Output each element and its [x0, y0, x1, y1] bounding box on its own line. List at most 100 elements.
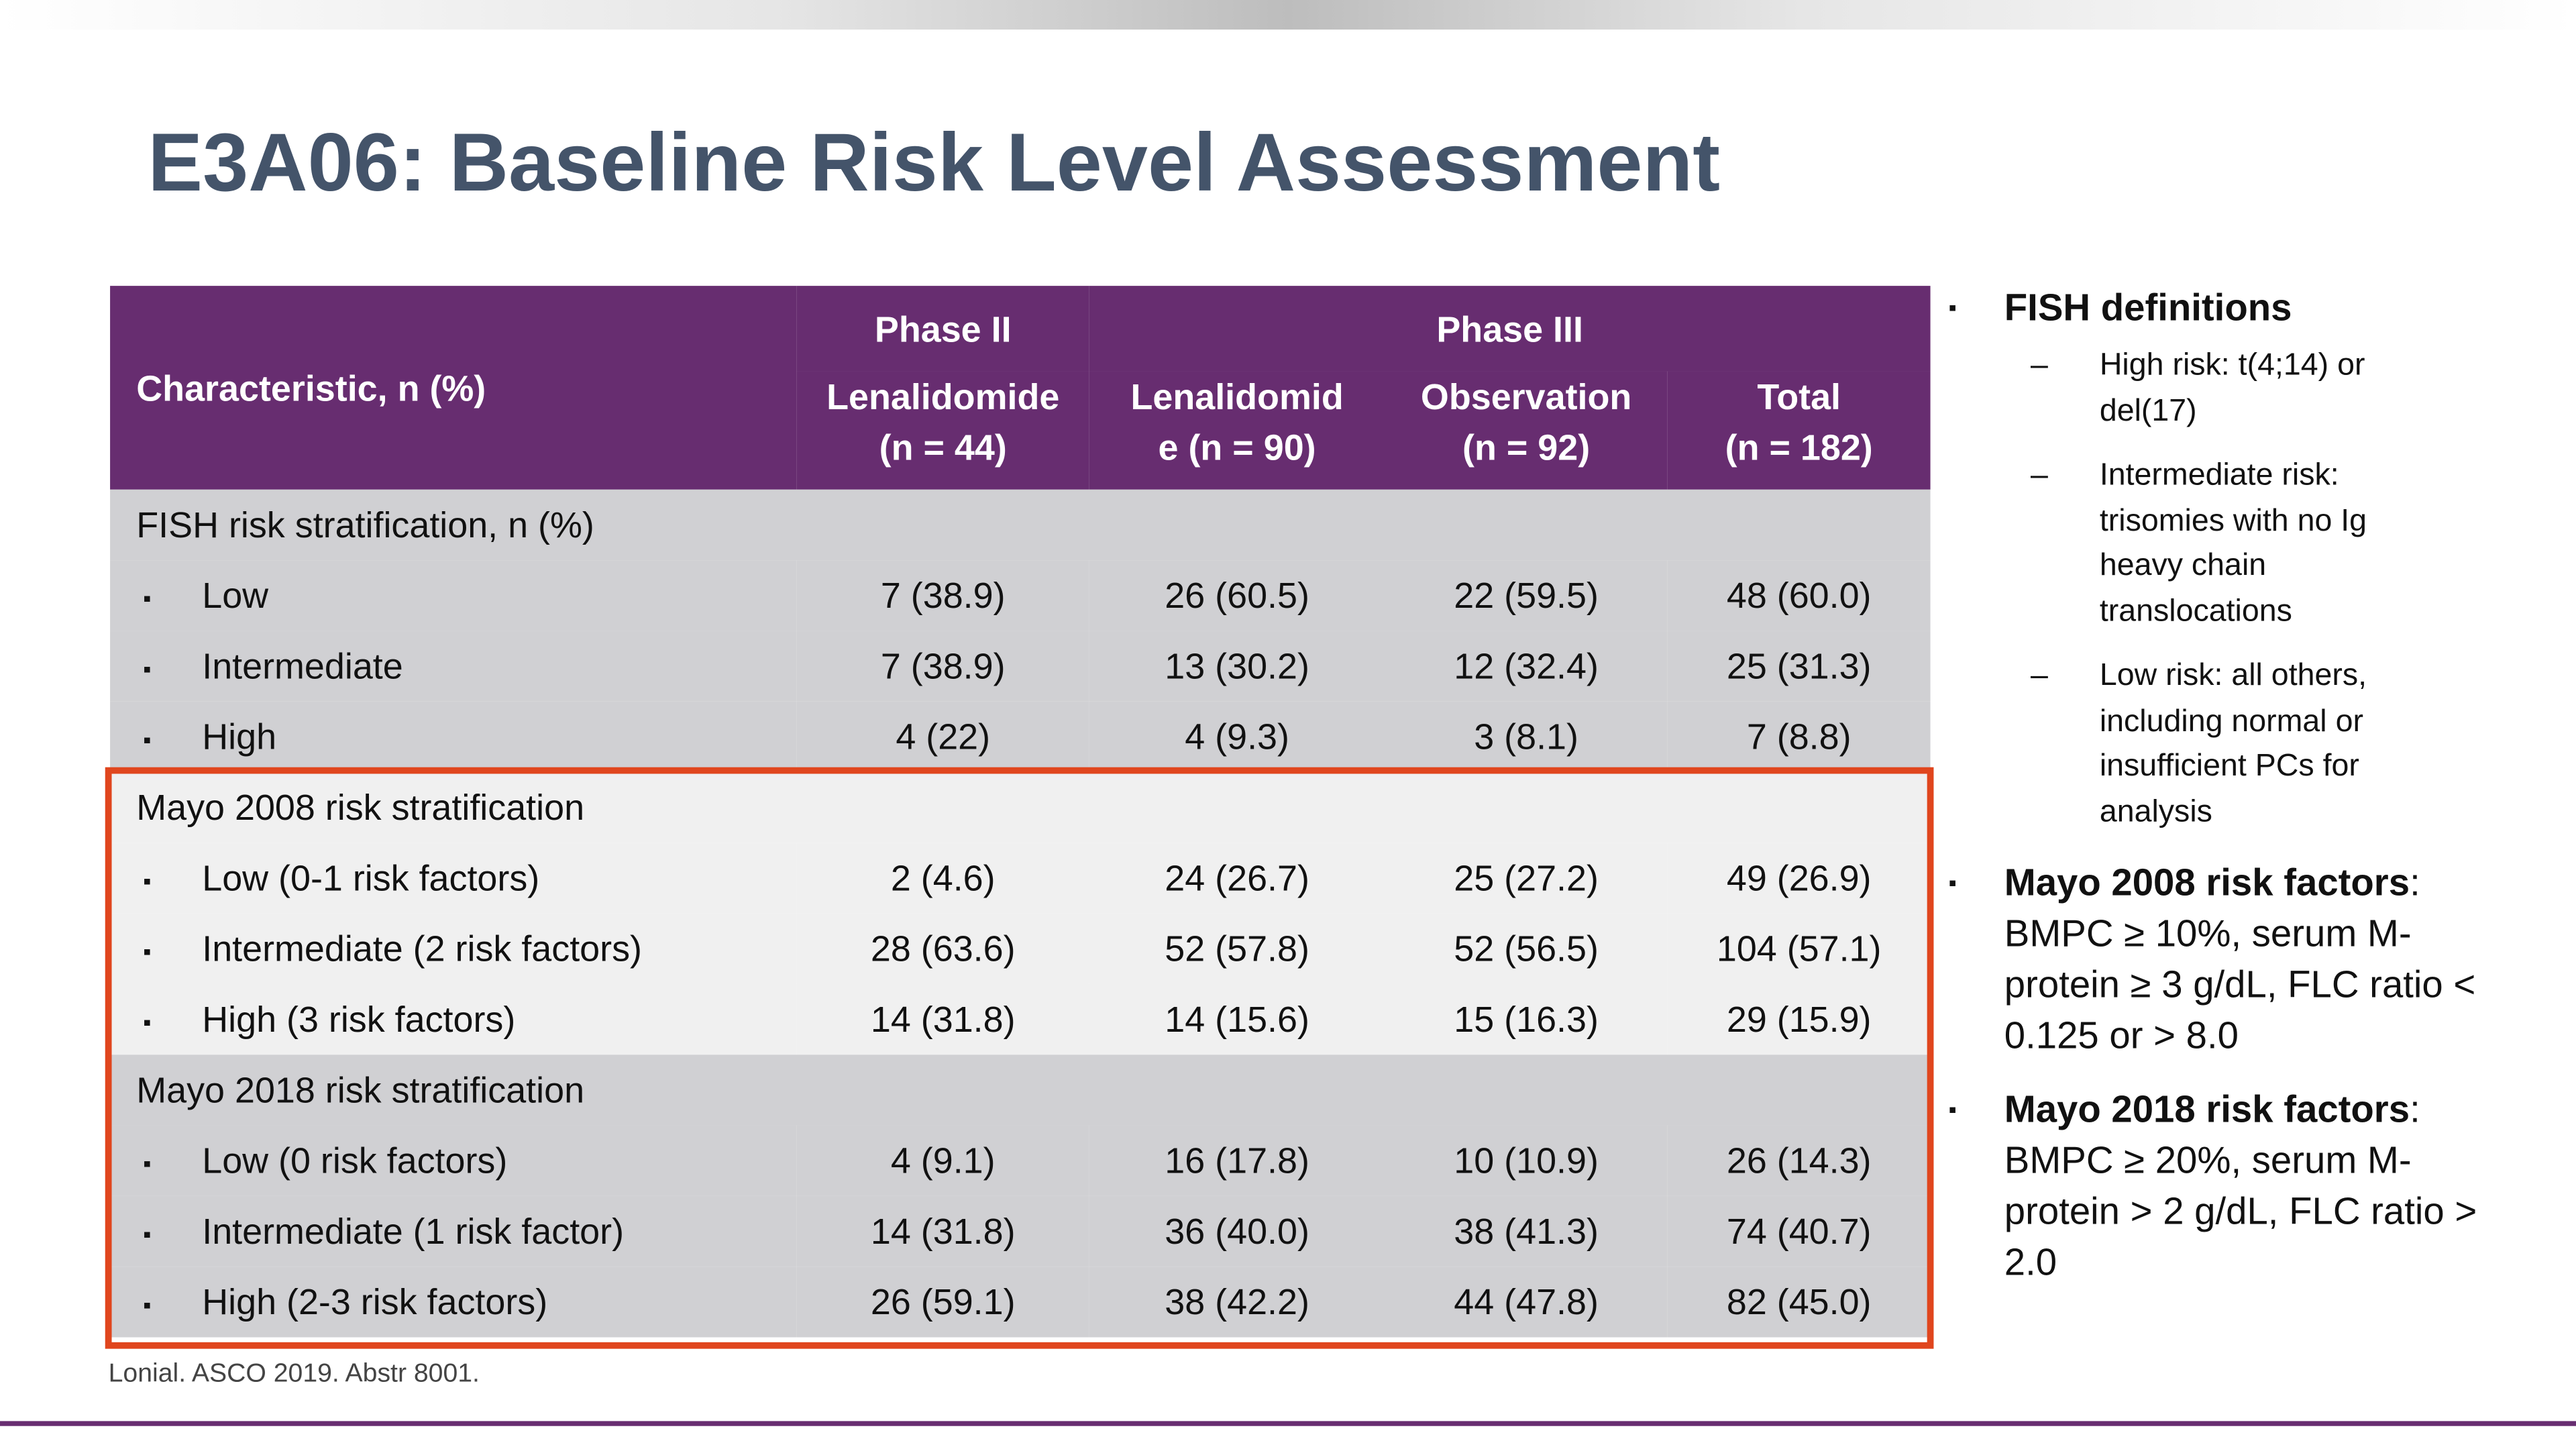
cell: 38 (41.3): [1385, 1195, 1668, 1267]
data-row: ▪ Intermediate (2 risk factors) 28 (63.6) 5…: [110, 913, 1931, 984]
cell: 14 (31.8): [796, 1195, 1089, 1267]
cell: 74 (40.7): [1667, 1195, 1931, 1267]
bullet: ▪: [143, 1149, 152, 1176]
cell: 26 (14.3): [1667, 1125, 1931, 1196]
cell: 3 (8.1): [1385, 701, 1668, 773]
cell: 13 (30.2): [1089, 631, 1385, 702]
header-line: (n = 92): [1462, 427, 1591, 468]
header-cell: Phase II: [796, 286, 1089, 372]
cell: 16 (17.8): [1089, 1125, 1385, 1196]
highlight-box: [105, 767, 1934, 1349]
header-row: Characteristic, n (%) Phase II Phase III: [110, 286, 1931, 490]
sidebar: ▪ FISH definitions – High risk: t(4;14) or …: [1949, 282, 2491, 1297]
cell: 104 (57.1): [1667, 913, 1931, 984]
cell: 52 (57.8): [1089, 913, 1385, 984]
header-cell: Phase III: [1089, 286, 1931, 372]
slide-title: E3A06: Baseline Risk Level Assessment: [148, 116, 1721, 209]
side-text: : BMPC ≥ 20%, serum M-protein > 2 g/dL, …: [2004, 1087, 2477, 1283]
section-heading: Mayo 2008 risk stratification: [110, 772, 1931, 843]
top-bar: [0, 0, 2576, 30]
side-sub: – Intermediate risk: trisomies with no Ig…: [1949, 453, 2428, 634]
header-line: (n = 44): [879, 427, 1007, 468]
bottom-line: [0, 1421, 2576, 1426]
side-bullet: ▪ FISH definitions: [1949, 282, 2491, 333]
row-label-text: High (2-3 risk factors): [202, 1280, 548, 1322]
row-label-text: Low: [202, 574, 269, 616]
header-cell: Observation (n = 92): [1385, 371, 1668, 490]
section-heading: FISH risk stratification, n (%): [110, 489, 1931, 561]
header-line: e (n = 90): [1158, 427, 1316, 468]
cell: 4 (9.3): [1089, 701, 1385, 773]
row-label-text: Low (0-1 risk factors): [202, 857, 540, 898]
data-row: ▪ High (2-3 risk factors) 26 (59.1) 38 (42.…: [110, 1267, 1931, 1338]
data-row: ▪ Low 7 (38.9) 26 (60.5) 22 (59.5) 48 (60.0): [110, 560, 1931, 631]
bullet: ▪: [143, 1008, 152, 1035]
bullet: ▪: [1948, 1095, 1957, 1122]
row-label: ▪ High: [110, 701, 797, 773]
row-label-text: Low (0 risk factors): [202, 1139, 508, 1181]
section-row: Mayo 2018 risk stratification: [110, 1055, 1931, 1126]
cell: 2 (4.6): [796, 843, 1089, 914]
row-label: ▪ High (3 risk factors): [110, 983, 797, 1055]
cell: 28 (63.6): [796, 913, 1089, 984]
side-text: : BMPC ≥ 10%, serum M-protein ≥ 3 g/dL, …: [2004, 861, 2476, 1057]
cell: 82 (45.0): [1667, 1267, 1931, 1338]
cell: 29 (15.9): [1667, 983, 1931, 1055]
cell: 24 (26.7): [1089, 843, 1385, 914]
footnote: Lonial. ASCO 2019. Abstr 8001.: [108, 1360, 480, 1389]
cell: 38 (42.2): [1089, 1267, 1385, 1338]
header-cell: Lenalidomide (n = 44): [796, 371, 1089, 490]
bullet: ▪: [143, 867, 152, 894]
cell: 7 (38.9): [796, 631, 1089, 702]
row-label-text: High: [202, 715, 277, 757]
bullet: ▪: [1948, 294, 1957, 321]
bullet: ▪: [143, 655, 152, 682]
side-sub: – High risk: t(4;14) or del(17): [1949, 343, 2428, 434]
side-label: Mayo 2018 risk factors: [2004, 1087, 2410, 1130]
cell: 49 (26.9): [1667, 843, 1931, 914]
header-line: Total: [1757, 376, 1841, 418]
cell: 4 (22): [796, 701, 1089, 773]
data-row: ▪ Low (0-1 risk factors) 2 (4.6) 24 (26.7) 2…: [110, 843, 1931, 914]
data-row: ▪ Low (0 risk factors) 4 (9.1) 16 (17.8) 10 …: [110, 1125, 1931, 1196]
side-label: Mayo 2008 risk factors: [2004, 861, 2410, 904]
header-cell: Total (n = 182): [1667, 371, 1931, 490]
cell: 52 (56.5): [1385, 913, 1668, 984]
header-line: Lenalidomide: [826, 376, 1060, 418]
cell: 22 (59.5): [1385, 560, 1668, 631]
cell: 7 (38.9): [796, 560, 1089, 631]
header-line: Lenalidomid: [1130, 376, 1344, 418]
row-label-text: Intermediate: [202, 645, 403, 686]
cell: 26 (60.5): [1089, 560, 1385, 631]
row-label-text: Intermediate (1 risk factor): [202, 1210, 625, 1251]
header-cell: Lenalidomid e (n = 90): [1089, 371, 1385, 490]
cell: 4 (9.1): [796, 1125, 1089, 1196]
cell: 48 (60.0): [1667, 560, 1931, 631]
row-label: ▪ Low (0-1 risk factors): [110, 843, 797, 914]
bullet: ▪: [143, 937, 152, 964]
data-row: ▪ Intermediate 7 (38.9) 13 (30.2) 12 (32.4) 2…: [110, 631, 1931, 702]
cell: 25 (27.2): [1385, 843, 1668, 914]
cell: 25 (31.3): [1667, 631, 1931, 702]
data-row: ▪ High (3 risk factors) 14 (31.8) 14 (15.6)…: [110, 983, 1931, 1055]
row-label: ▪ Intermediate (1 risk factor): [110, 1195, 797, 1267]
section-heading: Mayo 2018 risk stratification: [110, 1055, 1931, 1126]
side-bullet: ▪ Mayo 2018 risk factors: BMPC ≥ 20%, ser…: [1949, 1084, 2491, 1288]
section-row: FISH risk stratification, n (%): [110, 489, 1931, 561]
cell: 7 (8.8): [1667, 701, 1931, 773]
cell: 15 (16.3): [1385, 983, 1668, 1055]
side-sub-text: Low risk: all others, including normal o…: [2099, 659, 2367, 829]
data-row: ▪ High 4 (22) 4 (9.3) 3 (8.1) 7 (8.8): [110, 701, 1931, 773]
cell: 44 (47.8): [1385, 1267, 1668, 1338]
cell: 26 (59.1): [796, 1267, 1089, 1338]
data-row: ▪ Intermediate (1 risk factor) 14 (31.8) 36…: [110, 1195, 1931, 1267]
row-label: ▪ High (2-3 risk factors): [110, 1267, 797, 1338]
section-row: Mayo 2008 risk stratification: [110, 772, 1931, 843]
side-bullet: ▪ Mayo 2008 risk factors: BMPC ≥ 10%, ser…: [1949, 857, 2491, 1061]
side-sub-text: High risk: t(4;14) or del(17): [2099, 348, 2365, 428]
cell: 10 (10.9): [1385, 1125, 1668, 1196]
header-line: Observation: [1420, 376, 1632, 418]
row-label-text: High (3 risk factors): [202, 998, 516, 1039]
